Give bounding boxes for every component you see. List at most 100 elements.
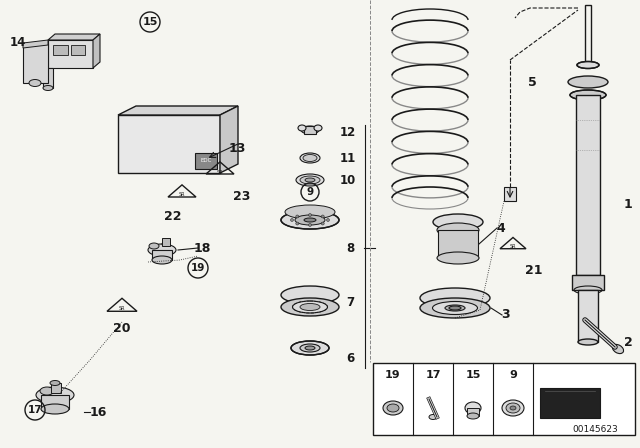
Polygon shape [23, 40, 48, 48]
Ellipse shape [568, 76, 608, 88]
Text: SR: SR [119, 306, 125, 311]
Text: 8: 8 [346, 241, 354, 254]
Text: 18: 18 [193, 241, 211, 254]
Ellipse shape [281, 298, 339, 316]
Ellipse shape [502, 400, 524, 416]
Ellipse shape [43, 86, 53, 90]
Ellipse shape [612, 345, 623, 353]
Circle shape [321, 222, 324, 225]
Circle shape [308, 224, 312, 227]
Ellipse shape [296, 174, 324, 186]
Polygon shape [220, 106, 238, 173]
Ellipse shape [298, 125, 306, 131]
Text: 7: 7 [346, 296, 354, 309]
Ellipse shape [420, 298, 490, 318]
Ellipse shape [162, 241, 170, 246]
Ellipse shape [429, 414, 437, 419]
Text: 00145623: 00145623 [572, 425, 618, 434]
Bar [41, 395, 69, 409]
Text: 4: 4 [497, 221, 506, 234]
Ellipse shape [285, 205, 335, 219]
Ellipse shape [449, 306, 461, 310]
Ellipse shape [50, 380, 60, 385]
Bar [23, 43, 48, 83]
Text: EDC: EDC [200, 159, 212, 164]
Ellipse shape [510, 406, 516, 410]
Circle shape [296, 215, 299, 218]
Ellipse shape [304, 218, 316, 222]
Text: 9: 9 [509, 370, 517, 380]
Polygon shape [93, 34, 100, 68]
Ellipse shape [301, 126, 319, 134]
Text: 5: 5 [527, 76, 536, 89]
Ellipse shape [281, 286, 339, 304]
Bar [578, 290, 598, 342]
Text: SR: SR [509, 245, 516, 250]
Ellipse shape [467, 413, 479, 419]
Bar [53, 45, 68, 55]
Ellipse shape [387, 404, 399, 412]
Text: 21: 21 [525, 263, 543, 276]
Ellipse shape [305, 346, 315, 350]
Ellipse shape [291, 341, 329, 355]
Circle shape [321, 215, 324, 218]
Bar [195, 153, 217, 169]
Text: 15: 15 [142, 17, 157, 27]
Ellipse shape [433, 302, 477, 314]
Text: 12: 12 [340, 125, 356, 138]
Polygon shape [118, 106, 238, 115]
Text: 16: 16 [90, 405, 107, 418]
Bar [304, 126, 316, 134]
Ellipse shape [29, 79, 41, 86]
Ellipse shape [303, 155, 317, 161]
Polygon shape [540, 388, 600, 418]
Text: 2: 2 [623, 336, 632, 349]
Bar [162, 238, 170, 246]
Ellipse shape [305, 178, 315, 182]
Ellipse shape [40, 387, 54, 395]
Ellipse shape [300, 176, 320, 184]
Polygon shape [48, 34, 100, 40]
Bar [152, 250, 172, 260]
Ellipse shape [295, 215, 325, 225]
Ellipse shape [433, 214, 483, 230]
Ellipse shape [148, 244, 176, 256]
Text: 17: 17 [28, 405, 42, 415]
Circle shape [308, 214, 312, 216]
Bar [48, 40, 93, 68]
Text: 17: 17 [425, 370, 441, 380]
Ellipse shape [314, 125, 322, 131]
Text: 6: 6 [346, 352, 354, 365]
Ellipse shape [437, 252, 479, 264]
Bar [504, 187, 516, 201]
Text: 9: 9 [307, 187, 314, 197]
Bar [576, 95, 600, 275]
Ellipse shape [445, 305, 465, 311]
Bar [467, 408, 479, 416]
Ellipse shape [149, 243, 159, 249]
Text: SR: SR [217, 169, 223, 175]
Text: 19: 19 [191, 263, 205, 273]
Bar [43, 68, 53, 88]
Ellipse shape [437, 223, 479, 237]
Ellipse shape [36, 387, 74, 403]
Text: 1: 1 [623, 198, 632, 211]
Text: 3: 3 [500, 309, 509, 322]
Text: 22: 22 [164, 211, 182, 224]
Circle shape [326, 219, 330, 221]
Ellipse shape [292, 301, 328, 313]
Text: 15: 15 [465, 370, 481, 380]
Ellipse shape [152, 256, 172, 264]
Text: 13: 13 [228, 142, 246, 155]
Bar [118, 115, 220, 173]
Bar [51, 383, 61, 393]
Text: 20: 20 [113, 322, 131, 335]
Ellipse shape [41, 404, 69, 414]
Text: 19: 19 [385, 370, 401, 380]
Ellipse shape [506, 403, 520, 413]
Text: 11: 11 [340, 151, 356, 164]
Text: 23: 23 [234, 190, 251, 202]
Ellipse shape [281, 211, 339, 229]
Bar [585, 5, 591, 65]
Bar [572, 275, 604, 290]
